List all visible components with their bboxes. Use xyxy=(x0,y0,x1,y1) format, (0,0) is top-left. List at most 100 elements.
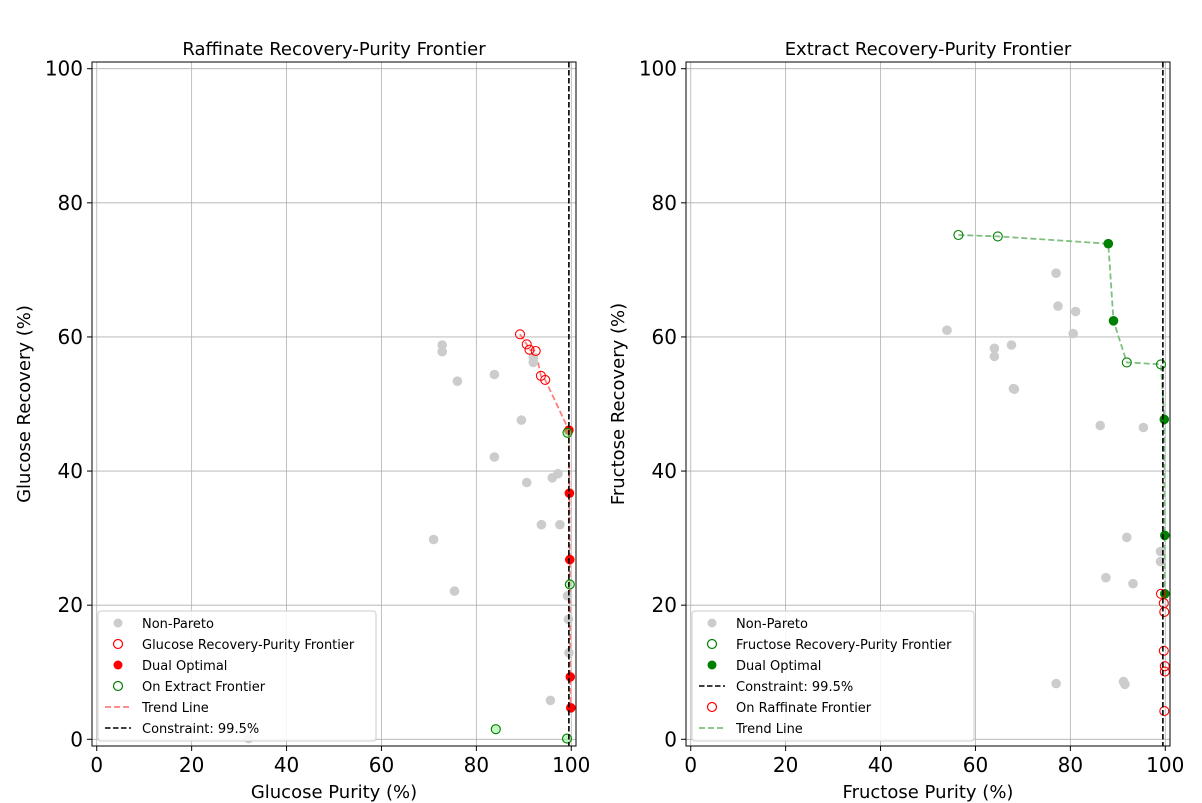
point-non-pareto xyxy=(1070,306,1081,317)
point-non-pareto xyxy=(564,648,574,658)
point-non-pareto xyxy=(989,343,1000,354)
legend-marker xyxy=(112,638,124,650)
y-tick-label: 0 xyxy=(70,727,83,751)
point-dual-optimal xyxy=(565,672,576,682)
point-glucose-recovery-purity-frontier xyxy=(530,345,541,357)
x-axis-label: Glucose Purity (%) xyxy=(251,782,417,803)
point-non-pareto xyxy=(428,534,439,545)
point-non-pareto xyxy=(528,357,539,368)
legend-label: Dual Optimal xyxy=(142,659,227,674)
point-on-extract-frontier xyxy=(564,579,575,590)
y-tick-label: 0 xyxy=(664,727,677,751)
y-tick-label: 40 xyxy=(652,459,677,483)
point-non-pareto xyxy=(489,452,500,462)
x-tick-label: 0 xyxy=(684,753,697,777)
x-tick-label: 20 xyxy=(179,753,204,777)
point-dual-optimal xyxy=(1159,414,1170,425)
x-tick-label: 40 xyxy=(274,753,299,777)
legend-label: Trend Line xyxy=(735,722,803,737)
point-non-pareto xyxy=(1051,678,1061,689)
point-on-extract-frontier xyxy=(562,427,573,438)
point-non-pareto xyxy=(516,415,527,425)
legend-label: Non-Pareto xyxy=(142,617,214,632)
point-on-extract-frontier xyxy=(561,733,573,744)
chart-title: Extract Recovery-Purity Frontier xyxy=(785,39,1072,60)
x-tick-label: 20 xyxy=(773,753,798,777)
point-non-pareto xyxy=(1009,384,1020,395)
point-non-pareto xyxy=(553,468,563,479)
x-tick-label: 100 xyxy=(1146,753,1184,777)
y-tick-label: 40 xyxy=(58,459,83,483)
point-fructose-recovery-purity-frontier xyxy=(953,229,964,241)
legend-label: Constraint: 99.5% xyxy=(736,680,853,695)
point-non-pareto xyxy=(989,351,1000,362)
point-on-raffinate-frontier xyxy=(1158,645,1169,656)
legend-marker xyxy=(112,680,124,692)
point-on-extract-frontier xyxy=(490,724,501,735)
point-on-raffinate-frontier xyxy=(1159,666,1170,677)
legend: Non-Pareto Fructose Recovery-Purity Front… xyxy=(691,610,975,742)
y-tick-label: 100 xyxy=(639,57,677,81)
x-tick-label: 60 xyxy=(963,753,988,777)
point-non-pareto xyxy=(449,586,460,596)
y-tick-label: 100 xyxy=(45,57,83,81)
point-non-pareto xyxy=(1155,556,1166,567)
x-tick-label: 60 xyxy=(369,753,394,777)
legend-marker xyxy=(706,701,718,713)
legend-marker xyxy=(706,638,718,650)
point-non-pareto xyxy=(1128,578,1138,589)
y-tick-label: 20 xyxy=(652,593,677,617)
point-on-raffinate-frontier xyxy=(1155,588,1167,599)
point-non-pareto xyxy=(1101,572,1111,583)
x-tick-label: 0 xyxy=(90,753,103,777)
legend: Non-Pareto Glucose Recovery-Purity Fronti… xyxy=(97,610,377,742)
y-tick-label: 60 xyxy=(58,325,83,349)
point-dual-optimal xyxy=(1160,530,1170,541)
point-non-pareto xyxy=(1068,328,1078,339)
point-on-raffinate-frontier xyxy=(1159,606,1170,617)
x-tick-label: 40 xyxy=(868,753,893,777)
point-non-pareto xyxy=(437,346,448,357)
legend-label: Non-Pareto xyxy=(736,617,808,632)
point-dual-optimal xyxy=(1108,316,1119,326)
legend-box xyxy=(97,610,377,742)
legend-label: Glucose Recovery-Purity Frontier xyxy=(142,638,355,653)
y-tick-label: 80 xyxy=(652,191,677,215)
legend-label: Fructose Recovery-Purity Frontier xyxy=(736,638,952,653)
point-non-pareto xyxy=(555,519,565,530)
legend-label: Constraint: 99.5% xyxy=(142,722,259,737)
legend-marker xyxy=(707,660,717,670)
axes-frame xyxy=(685,61,1171,747)
point-non-pareto xyxy=(1006,340,1017,350)
legend-label: On Raffinate Frontier xyxy=(736,701,872,716)
point-non-pareto xyxy=(1051,268,1061,279)
y-tick-label: 60 xyxy=(652,325,677,349)
trend-line xyxy=(958,234,1166,594)
point-non-pareto xyxy=(545,695,556,706)
legend-label: On Extract Frontier xyxy=(142,680,266,695)
point-glucose-recovery-purity-frontier xyxy=(514,329,526,340)
y-tick-label: 80 xyxy=(58,191,83,215)
chart-2: 0 20 40 60 80 100 0 20 40 60 80 100 Extract Recovery… xyxy=(608,39,1184,803)
point-non-pareto xyxy=(489,369,500,380)
x-tick-label: 80 xyxy=(464,753,489,777)
axes-frame xyxy=(91,61,577,747)
legend-label: Trend Line xyxy=(141,701,209,716)
point-non-pareto xyxy=(521,477,532,488)
point-non-pareto xyxy=(942,325,952,336)
point-glucose-recovery-purity-frontier xyxy=(540,374,551,385)
legend-marker xyxy=(113,618,123,628)
point-on-raffinate-frontier xyxy=(1159,706,1170,717)
legend-marker xyxy=(113,660,123,670)
x-axis-label: Fructose Purity (%) xyxy=(843,782,1014,803)
point-non-pareto xyxy=(536,519,547,530)
chart-title: Raffinate Recovery-Purity Frontier xyxy=(182,39,486,60)
y-axis-label: Fructose Recovery (%) xyxy=(608,303,629,505)
legend-label: Dual Optimal xyxy=(736,659,821,674)
point-dual-optimal xyxy=(564,488,575,499)
point-fructose-recovery-purity-frontier xyxy=(1121,357,1132,368)
point-non-pareto xyxy=(1155,546,1166,557)
point-non-pareto xyxy=(1120,679,1130,690)
point-on-raffinate-frontier xyxy=(1159,661,1170,672)
